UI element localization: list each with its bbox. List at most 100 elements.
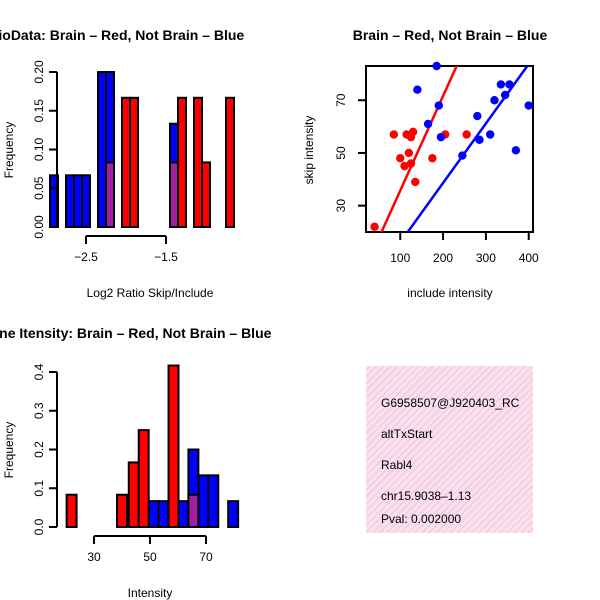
- scatter-points: [370, 61, 533, 231]
- intensity-bar-brain: [187, 493, 200, 529]
- intensity-bar-brain: [116, 493, 128, 529]
- ratio-y-tick-label: 0.00: [32, 215, 46, 239]
- point-brain: [404, 148, 414, 158]
- scatter-ylabel: skip intensity: [302, 116, 316, 185]
- ratio-bar-brain: [129, 96, 139, 229]
- intensity-y-tick-label: 0.2: [32, 441, 46, 458]
- intensity-histogram-y-axis: 0.0 0.1 0.2 0.3 0.4: [32, 363, 58, 535]
- scatter-y-tick-label: 50: [334, 146, 348, 160]
- intensity-histogram-bars: [65, 364, 240, 529]
- ratio-y-tick-label: 0.10: [32, 137, 46, 161]
- scatter-y-tick-label: 30: [334, 199, 348, 213]
- intensity-x-tick-label: 50: [143, 550, 157, 564]
- point-brain: [370, 222, 379, 231]
- ratio-bar-brain: [121, 96, 131, 229]
- scatter-x-tick-label: 200: [433, 251, 453, 265]
- intensity-x-tick-label: 70: [199, 550, 213, 564]
- scatter-x-tick-label: 400: [519, 251, 539, 265]
- point-not-brain: [500, 90, 510, 100]
- intensity-x-tick-label: 30: [87, 550, 101, 564]
- scatter-xlabel: include intensity: [407, 286, 492, 300]
- intensity-bar-brain: [137, 429, 150, 528]
- point-not-brain: [511, 146, 521, 155]
- ratio-y-tick-label: 0.20: [32, 60, 46, 84]
- scatter-plot-frame: [365, 65, 534, 233]
- point-not-brain: [434, 101, 443, 110]
- ratio-y-tick-label: 0.15: [32, 99, 46, 123]
- ratio-histogram-ylabel: Frequency: [2, 122, 16, 179]
- intensity-bar-brain: [127, 461, 140, 528]
- ratio-histogram-panel: RatioData: Brain – Red, Not Brain – Blue…: [0, 27, 244, 300]
- point-not-brain: [432, 61, 441, 71]
- point-not-brain: [524, 101, 533, 110]
- gene-name: Rabl4: [381, 458, 413, 472]
- ratio-histogram-y-axis: 0.00 0.05 0.10 0.15 0.20: [32, 60, 58, 239]
- point-brain: [411, 177, 420, 187]
- scatter-y-axis: 30 50 70: [334, 93, 366, 212]
- scatter-x-tick-label: 300: [476, 251, 496, 265]
- point-brain: [462, 130, 471, 139]
- ratio-bar-notbrain: [81, 174, 91, 228]
- ratio-bar-brain: [169, 161, 179, 229]
- info-box-hatch: [366, 366, 533, 533]
- intensity-y-tick-label: 0.3: [32, 402, 46, 419]
- probe-id: G6958507@J920403_RC: [381, 396, 520, 410]
- scatter-fit-clip: [380, 66, 529, 232]
- intensity-bar-brain: [167, 364, 180, 528]
- ratio-x-tick-label: −2.5: [74, 250, 98, 264]
- ratio-bar-brain: [105, 161, 115, 229]
- point-brain: [400, 161, 409, 171]
- ratio-bar-notbrain: [65, 174, 75, 228]
- intensity-histogram-x-axis: 30 50 70: [87, 535, 213, 564]
- intensity-y-tick-label: 0.4: [32, 363, 46, 380]
- intensity-histogram-ylabel: Frequency: [2, 422, 16, 479]
- point-not-brain: [458, 151, 467, 160]
- point-not-brain: [505, 80, 514, 89]
- ratio-bar-brain: [201, 161, 211, 229]
- intensity-y-tick-label: 0.0: [32, 518, 46, 535]
- point-not-brain: [475, 135, 484, 144]
- intensity-bar-notbrain: [227, 500, 240, 528]
- genomic-location: chr15.9038–1.13: [381, 489, 471, 503]
- ratio-y-tick-label: 0.05: [32, 176, 46, 200]
- point-not-brain: [485, 130, 495, 139]
- ratio-bar-notbrain: [97, 71, 107, 228]
- ratio-histogram-bars: [49, 71, 235, 229]
- point-brain: [389, 130, 399, 139]
- point-not-brain: [423, 119, 433, 129]
- ratio-bar-brain: [177, 96, 187, 229]
- fit-line-brain: [380, 66, 459, 232]
- point-not-brain: [490, 96, 499, 105]
- ratio-bar-notbrain: [73, 174, 83, 228]
- ratio-histogram-x-axis: −2.5 −1.5: [74, 235, 178, 264]
- point-not-brain: [496, 80, 506, 89]
- scatter-x-axis: 100 200 300 400: [390, 232, 539, 265]
- ratio-histogram-xlabel: Log2 Ratio Skip/Include: [87, 286, 214, 300]
- point-not-brain: [413, 85, 422, 94]
- intensity-bar-notbrain: [177, 500, 190, 528]
- point-brain: [408, 127, 418, 137]
- intensity-histogram-xlabel: Intensity: [128, 586, 173, 600]
- scatter-x-tick-label: 100: [390, 251, 410, 265]
- intensity-bar-notbrain: [147, 500, 160, 528]
- point-not-brain: [436, 132, 446, 142]
- intensity-scatter-title: Brain – Red, Not Brain – Blue: [353, 27, 548, 43]
- intensity-bar-brain: [65, 493, 78, 529]
- point-brain: [428, 154, 437, 163]
- intensity-bar-notbrain: [207, 474, 220, 529]
- point-brain: [396, 154, 405, 163]
- intensity-bar-notbrain: [157, 500, 170, 528]
- p-value: Pval: 0.002000: [381, 512, 461, 526]
- ratio-histogram-title: RatioData: Brain – Red, Not Brain – Blue: [0, 27, 244, 43]
- point-brain: [406, 159, 416, 168]
- intensity-histogram-title: Exon Line Itensity: Brain – Red, Not Bra…: [0, 325, 272, 341]
- intensity-y-tick-label: 0.1: [32, 480, 46, 497]
- intensity-bar-notbrain: [197, 474, 210, 529]
- scatter-y-tick-label: 70: [334, 93, 348, 107]
- intensity-scatter-panel: Brain – Red, Not Brain – Blue 100 200 300 4…: [302, 27, 548, 300]
- info-text-clip: G6958507@J920403_RC altTxStart Rabl4 chr…: [381, 396, 520, 526]
- event-type: altTxStart: [381, 427, 433, 441]
- ratio-bar-brain: [193, 96, 203, 229]
- point-not-brain: [473, 111, 482, 121]
